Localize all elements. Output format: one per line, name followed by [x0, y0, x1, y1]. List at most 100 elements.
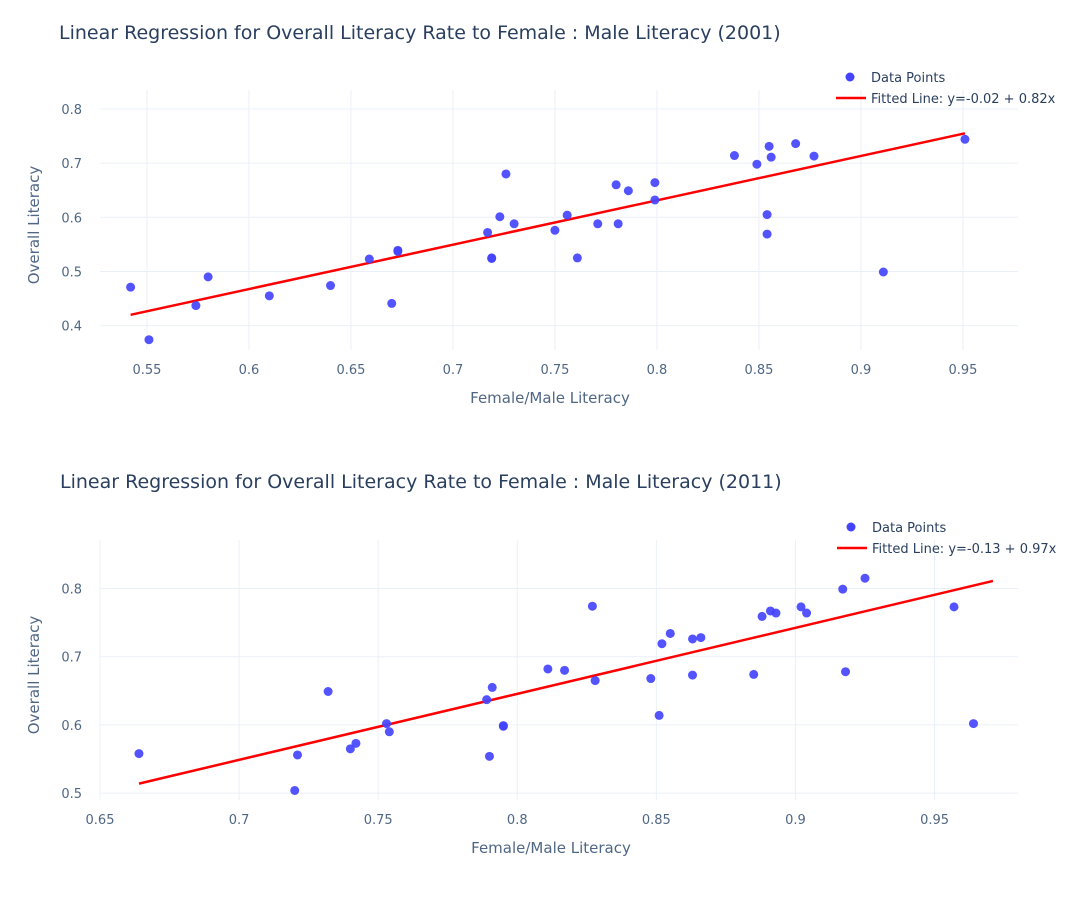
y-tick-label: 0.6	[61, 719, 82, 734]
x-tick-label: 0.85	[642, 813, 671, 828]
data-point	[387, 298, 397, 308]
y-axis-title: Overall Literacy	[25, 166, 43, 285]
legend-label-data-points: Data Points	[871, 71, 945, 86]
legend-marker-data-points	[845, 72, 855, 82]
data-point	[487, 253, 497, 263]
legend: Data Points Fitted Line: y=-0.02 + 0.82x	[836, 71, 1056, 107]
x-tick-label: 0.6	[239, 363, 260, 378]
fitted-line	[130, 132, 966, 317]
data-point	[729, 151, 739, 161]
data-point	[509, 219, 519, 229]
chart-2011-svg: 0.65 0.7 0.75 0.8 0.85 0.9 0.95 0.5 0.6 0.7 0.8 Li…	[25, 471, 1057, 857]
data-point	[382, 719, 392, 729]
data-point	[293, 750, 303, 760]
data-point	[495, 212, 505, 222]
chart-2011: 0.65 0.7 0.75 0.8 0.85 0.9 0.95 0.5 0.6 0.7 0.8 Li…	[0, 450, 1090, 900]
data-point	[483, 227, 493, 237]
data-point	[968, 719, 978, 729]
x-tick-label: 0.9	[785, 813, 806, 828]
y-tick-label: 0.7	[61, 157, 82, 172]
data-point	[841, 667, 851, 677]
data-point	[762, 229, 772, 239]
x-tick-label: 0.75	[364, 813, 393, 828]
data-point	[484, 751, 494, 761]
data-point	[203, 272, 213, 282]
data-point	[749, 669, 759, 679]
data-point	[665, 628, 675, 638]
x-tick-label: 0.75	[540, 363, 569, 378]
data-point	[791, 139, 801, 149]
data-point	[860, 573, 870, 583]
data-point	[838, 584, 848, 594]
data-point	[572, 253, 582, 263]
fitted-line	[138, 579, 994, 785]
data-point	[126, 282, 136, 292]
data-point	[482, 695, 492, 705]
data-point	[487, 682, 497, 692]
data-point	[878, 267, 888, 277]
data-point	[345, 744, 355, 754]
x-tick-label: 0.55	[132, 363, 161, 378]
data-point	[762, 210, 772, 220]
data-point	[960, 134, 970, 144]
y-tick-label: 0.8	[61, 103, 82, 118]
data-point	[560, 665, 570, 675]
data-point	[766, 152, 776, 162]
x-tick-label: 0.8	[647, 363, 668, 378]
data-point	[543, 664, 553, 674]
data-point	[688, 634, 698, 644]
data-point	[498, 721, 508, 731]
y-tick-label: 0.5	[61, 265, 82, 280]
data-point	[657, 639, 667, 649]
x-axis-title: Female/Male Literacy	[470, 389, 630, 407]
chart-title: Linear Regression for Overall Literacy R…	[60, 471, 782, 493]
data-point	[501, 169, 511, 179]
data-point	[364, 254, 374, 264]
y-tick-label: 0.4	[61, 320, 82, 335]
data-point	[809, 151, 819, 161]
data-point	[144, 335, 154, 345]
data-point	[590, 676, 600, 686]
data-point	[323, 686, 333, 696]
y-axis-title: Overall Literacy	[25, 616, 43, 735]
x-tick-label: 0.7	[443, 363, 464, 378]
data-point	[351, 738, 361, 748]
data-point	[646, 674, 656, 684]
x-tick-label: 0.85	[744, 363, 773, 378]
data-point	[191, 301, 201, 311]
data-point	[562, 210, 572, 220]
x-tick-label: 0.65	[336, 363, 365, 378]
legend-marker-data-points	[846, 522, 856, 532]
y-tick-label: 0.6	[61, 211, 82, 226]
data-point	[623, 186, 633, 196]
chart-2001: 0.55 0.6 0.65 0.7 0.75 0.8 0.85 0.9 0.95 0.4 0.5 0.…	[0, 0, 1090, 450]
data-point	[650, 178, 660, 188]
data-point	[771, 608, 781, 618]
x-tick-label: 0.8	[507, 813, 528, 828]
chart-2001-svg: 0.55 0.6 0.65 0.7 0.75 0.8 0.85 0.9 0.95 0.4 0.5 0.…	[25, 22, 1056, 407]
x-tick-label: 0.65	[86, 813, 115, 828]
data-point	[326, 281, 336, 291]
data-point	[384, 727, 394, 737]
data-point	[654, 710, 664, 720]
data-point	[764, 141, 774, 151]
data-point	[290, 785, 300, 795]
data-point	[752, 159, 762, 169]
x-tick-label: 0.95	[948, 363, 977, 378]
legend-label-fitted-line: Fitted Line: y=-0.02 + 0.82x	[871, 92, 1056, 107]
x-tick-label: 0.9	[851, 363, 872, 378]
data-point	[796, 602, 806, 612]
data-point	[134, 749, 144, 759]
chart-title: Linear Regression for Overall Literacy R…	[59, 22, 781, 44]
data-point	[550, 225, 560, 235]
data-point	[613, 219, 623, 229]
data-point	[393, 245, 403, 255]
y-tick-label: 0.7	[61, 651, 82, 666]
legend-label-fitted-line: Fitted Line: y=-0.13 + 0.97x	[872, 542, 1057, 557]
legend-label-data-points: Data Points	[872, 521, 946, 536]
data-point	[757, 611, 767, 621]
y-tick-label: 0.5	[61, 787, 82, 802]
data-point	[688, 670, 698, 680]
legend: Data Points Fitted Line: y=-0.13 + 0.97x	[837, 521, 1057, 557]
data-point	[650, 195, 660, 205]
